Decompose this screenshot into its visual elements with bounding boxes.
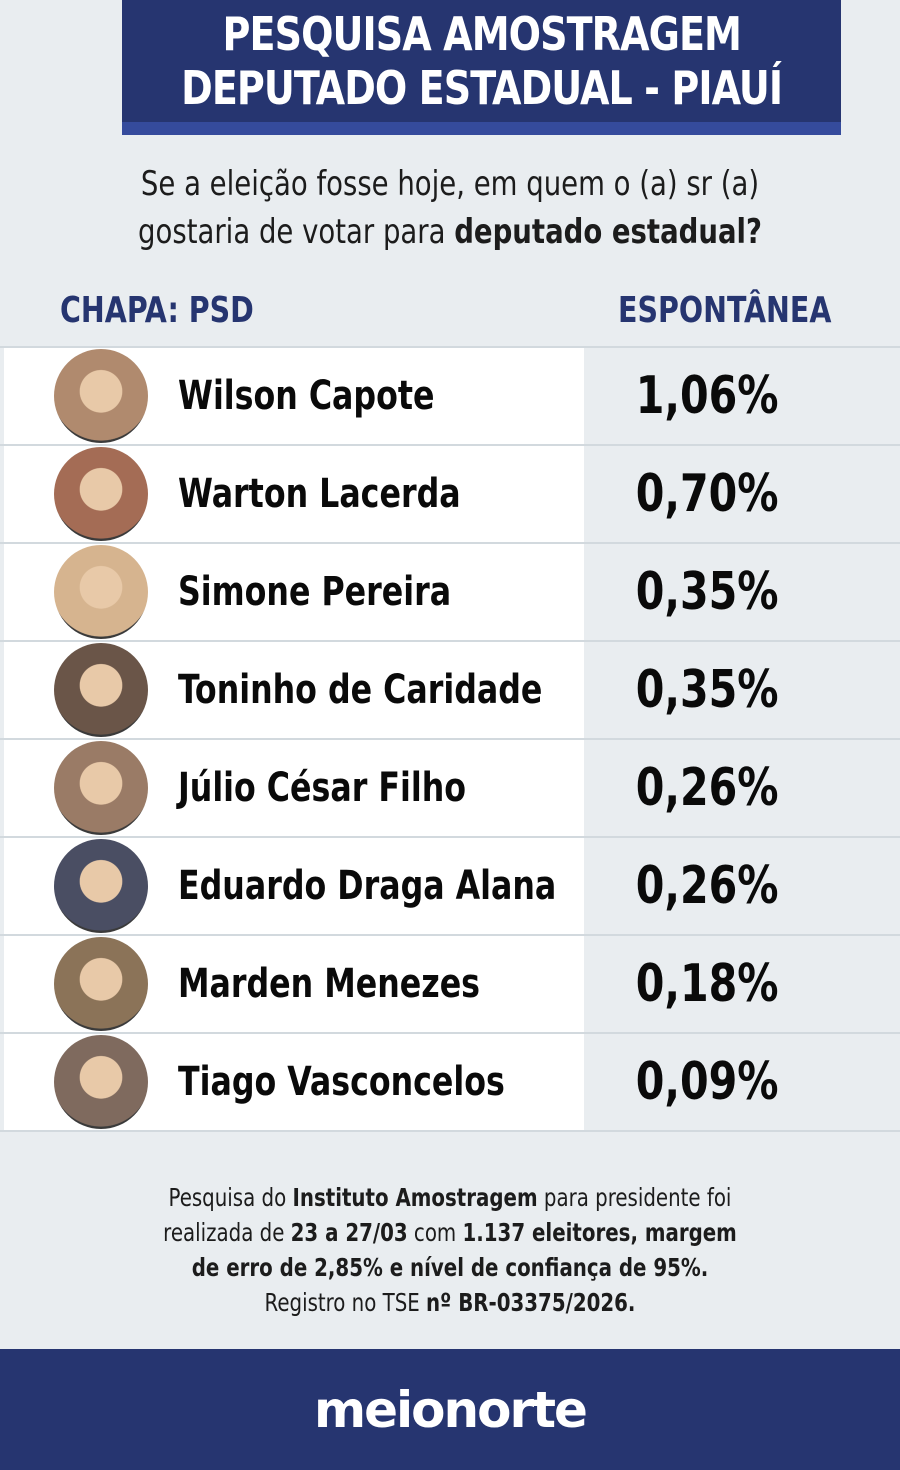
methodology-note: Pesquisa do Instituto Amostragem para pr…	[54, 1180, 846, 1320]
candidate-cell: Marden Menezes	[4, 936, 584, 1032]
value-cell: 0,26%	[584, 838, 900, 934]
column-header-spontaneous: ESPONTÂNEA	[618, 290, 832, 331]
candidate-percentage: 0,26%	[635, 856, 779, 916]
candidate-percentage: 0,26%	[635, 758, 779, 818]
note-margin: de erro de 2,85% e nível de confiança de…	[191, 1253, 709, 1282]
candidate-name: Warton Lacerda	[178, 471, 461, 517]
value-cell: 0,09%	[584, 1034, 900, 1130]
note-sample: 1.137 eleitores, margem	[462, 1218, 737, 1247]
candidate-name: Eduardo Draga Alana	[178, 863, 557, 909]
candidate-cell: Eduardo Draga Alana	[4, 838, 584, 934]
value-cell: 1,06%	[584, 348, 900, 444]
candidate-percentage: 1,06%	[635, 366, 779, 426]
candidate-cell: Simone Pereira	[4, 544, 584, 640]
avatar-photo-icon	[54, 447, 148, 541]
value-cell: 0,18%	[584, 936, 900, 1032]
candidate-percentage: 0,09%	[635, 1052, 779, 1112]
value-cell: 0,70%	[584, 446, 900, 542]
value-cell: 0,26%	[584, 740, 900, 836]
title-banner: PESQUISA AMOSTRAGEM DEPUTADO ESTADUAL - …	[122, 0, 841, 135]
question-emphasis: deputado estadual?	[454, 212, 762, 252]
candidate-cell: Warton Lacerda	[4, 446, 584, 542]
question-line-1: Se a eleição fosse hoje, em quem o (a) s…	[140, 164, 760, 204]
note-text: com	[407, 1218, 463, 1247]
question-text: gostaria de votar para	[138, 212, 455, 252]
avatar-photo-icon	[54, 741, 148, 835]
meionorte-logo: meionorte	[314, 1380, 588, 1439]
candidate-name: Wilson Capote	[178, 373, 435, 419]
note-line-3: de erro de 2,85% e nível de confiança de…	[54, 1250, 846, 1285]
table-row: Júlio César Filho 0,26%	[0, 738, 900, 836]
table-row: Toninho de Caridade 0,35%	[0, 640, 900, 738]
question-line-2: gostaria de votar para deputado estadual…	[45, 208, 855, 256]
title-line-2: DEPUTADO ESTADUAL - PIAUÍ	[181, 61, 783, 115]
avatar-photo-icon	[54, 643, 148, 737]
table-row: Tiago Vasconcelos 0,09%	[0, 1032, 900, 1132]
candidate-name: Simone Pereira	[178, 569, 452, 615]
candidate-percentage: 0,70%	[635, 464, 779, 524]
note-line-4: Registro no TSE nº BR-03375/2026.	[54, 1285, 846, 1320]
avatar-photo-icon	[54, 839, 148, 933]
note-text: para presidente foi	[537, 1183, 732, 1212]
candidate-cell: Wilson Capote	[4, 348, 584, 444]
table-row: Eduardo Draga Alana 0,26%	[0, 836, 900, 934]
note-registry: nº BR-03375/2026.	[426, 1288, 636, 1317]
candidate-percentage: 0,35%	[635, 660, 779, 720]
table-row: Warton Lacerda 0,70%	[0, 444, 900, 542]
candidate-cell: Tiago Vasconcelos	[4, 1034, 584, 1130]
candidate-percentage: 0,18%	[635, 954, 779, 1014]
results-table: Wilson Capote 1,06% Warton Lacerda 0,70% Sim…	[0, 346, 900, 1132]
table-row: Simone Pereira 0,35%	[0, 542, 900, 640]
avatar-photo-icon	[54, 545, 148, 639]
candidate-name: Toninho de Caridade	[178, 667, 543, 713]
avatar-photo-icon	[54, 1035, 148, 1129]
candidate-name: Júlio César Filho	[178, 765, 467, 811]
candidate-cell: Toninho de Caridade	[4, 642, 584, 738]
note-line-2: realizada de 23 a 27/03 com 1.137 eleito…	[54, 1215, 846, 1250]
table-row: Marden Menezes 0,18%	[0, 934, 900, 1032]
candidate-cell: Júlio César Filho	[4, 740, 584, 836]
value-cell: 0,35%	[584, 642, 900, 738]
candidate-name: Tiago Vasconcelos	[178, 1059, 505, 1105]
candidate-percentage: 0,35%	[635, 562, 779, 622]
survey-question: Se a eleição fosse hoje, em quem o (a) s…	[45, 160, 855, 256]
note-institute: Instituto Amostragem	[292, 1183, 538, 1212]
note-text: Registro no TSE	[264, 1288, 427, 1317]
note-text: realizada de	[163, 1218, 291, 1247]
column-header-party: CHAPA: PSD	[60, 290, 254, 331]
avatar-photo-icon	[54, 937, 148, 1031]
note-line-1: Pesquisa do Instituto Amostragem para pr…	[54, 1180, 846, 1215]
table-row: Wilson Capote 1,06%	[0, 346, 900, 444]
note-text: Pesquisa do	[168, 1183, 293, 1212]
footer-bar: meionorte	[0, 1349, 900, 1470]
title-line-1: PESQUISA AMOSTRAGEM	[222, 7, 741, 61]
candidate-name: Marden Menezes	[178, 961, 481, 1007]
value-cell: 0,35%	[584, 544, 900, 640]
note-dates: 23 a 27/03	[290, 1218, 408, 1247]
avatar-photo-icon	[54, 349, 148, 443]
